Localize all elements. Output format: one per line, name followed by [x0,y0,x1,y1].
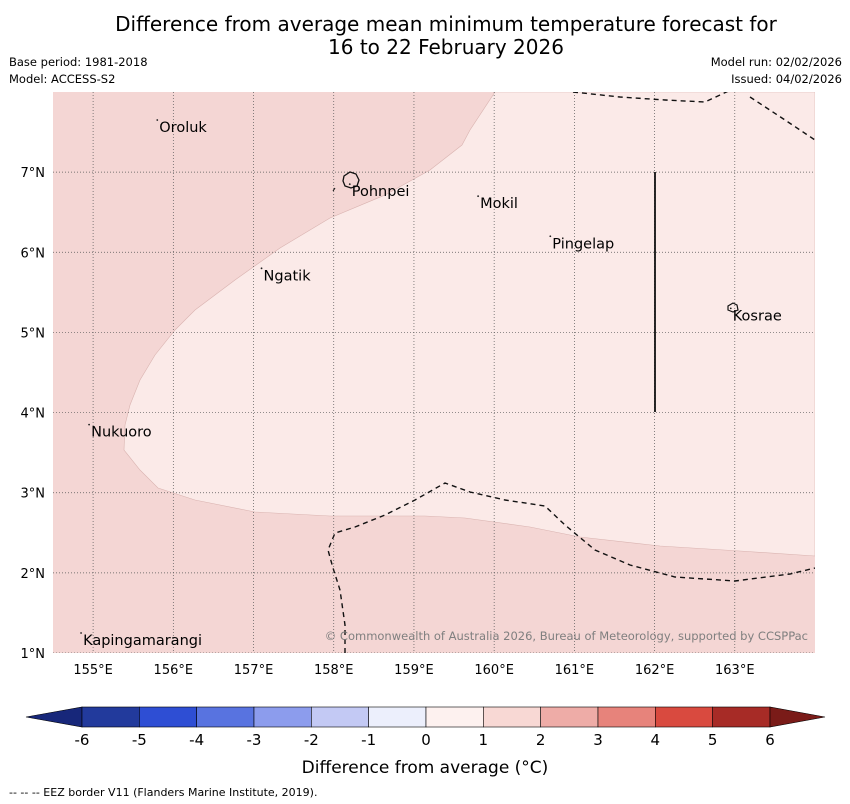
place-marker [549,235,552,238]
place-marker [80,632,82,634]
place-labels: Oroluk Pohnpei Mokil Pingelap Ngatik Kosrae Nu… [80,119,782,649]
colorbar-swatch [483,706,541,728]
colorbar-tick-label: -4 [189,731,204,749]
colorbar-tick-label: 0 [421,731,431,749]
colorbar-under-arrow [25,706,83,728]
colorbar-tick-label: -2 [304,731,319,749]
colorbar-tick-label: -1 [361,731,376,749]
place-label: Mokil [480,196,518,212]
colorbar-swatch [425,706,484,728]
lon-tick-label: 156°E [154,663,194,678]
place-marker [477,195,480,198]
title-line-1: Difference from average mean minimum tem… [115,12,777,36]
colorbar-tick-label: 1 [479,731,489,749]
place-label: Pohnpei [352,184,410,200]
model-name: Model: ACCESS-S2 [9,72,116,86]
place-label: Kapingamarangi [83,633,202,649]
map-area: Oroluk Pohnpei Mokil Pingelap Ngatik Kosrae Nu… [53,92,815,653]
place-marker [156,119,159,121]
lon-tick-label: 158°E [314,663,354,678]
chart-title: Difference from average mean minimum tem… [0,13,850,59]
title-line-2: 16 to 22 February 2026 [328,35,564,59]
colorbar-swatch [655,706,713,728]
colorbar-tick-label: 6 [765,731,775,749]
place-label: Oroluk [159,120,207,136]
colorbar: -6 -5 -4 -3 -2 -1 0 1 2 3 4 5 6 [25,706,826,749]
meta-left: Base period: 1981-2018 Model: ACCESS-S2 [9,54,148,88]
copyright-note: © Commonwealth of Australia 2026, Bureau… [325,629,808,643]
colorbar-swatch [311,706,369,728]
base-period: Base period: 1981-2018 [9,55,148,69]
place-marker [729,307,732,310]
colorbar-tick-label: 5 [708,731,718,749]
axis-ticks: 155°E 156°E 157°E 158°E 159°E 160°E 161°E 162°E… [21,166,755,678]
colorbar-swatch [540,706,599,728]
place-marker [260,267,263,270]
lon-tick-label: 162°E [635,663,675,678]
lat-tick-label: 7°N [21,166,46,181]
model-run: Model run: 02/02/2026 [710,55,842,69]
lat-tick-label: 5°N [21,326,46,341]
eez-legend-note: -- -- -- EEZ border V11 (Flanders Marine… [9,786,318,799]
colorbar-tick-label: -5 [132,731,147,749]
colorbar-swatch [139,706,197,728]
lat-tick-label: 1°N [21,647,46,662]
colorbar-title: Difference from average (°C) [301,758,549,778]
eez-border-north [572,92,815,141]
lon-tick-label: 160°E [474,663,514,678]
place-label: Pingelap [552,236,614,252]
lat-tick-label: 2°N [21,567,46,582]
place-marker [348,183,351,186]
lon-tick-label: 163°E [715,663,755,678]
pohnpei-islet-icon [332,187,336,192]
zone-0-to-1 [123,92,815,557]
lat-tick-label: 6°N [21,246,46,261]
place-label: Ngatik [264,268,312,284]
graticule [53,92,815,653]
kosrae-island-icon [727,302,739,313]
colorbar-swatch [597,706,656,728]
colorbar-swatch [368,706,427,728]
meta-right: Model run: 02/02/2026 Issued: 04/02/2026 [711,54,842,88]
colorbar-over-arrow [769,706,826,728]
lon-tick-label: 159°E [394,663,434,678]
issued-date: Issued: 04/02/2026 [731,72,842,86]
lat-tick-label: 3°N [21,487,46,502]
colorbar-tick-label: 4 [651,731,661,749]
colorbar-tick-label: -3 [247,731,262,749]
pohnpei-island-icon [342,171,360,189]
colorbar-swatch [81,706,140,728]
colorbar-swatch [253,706,312,728]
colorbar-swatch [712,706,771,728]
colorbar-tick-label: 3 [593,731,603,749]
place-label: Kosrae [733,308,782,324]
place-marker [88,423,90,426]
lon-tick-label: 157°E [234,663,274,678]
colorbar-swatch [196,706,255,728]
lon-tick-label: 161°E [555,663,595,678]
place-label: Nukuoro [91,425,152,441]
lat-tick-label: 4°N [21,407,46,422]
lon-tick-label: 155°E [73,663,113,678]
colorbar-tick-label: 2 [536,731,546,749]
colorbar-tick-label: -6 [75,731,90,749]
